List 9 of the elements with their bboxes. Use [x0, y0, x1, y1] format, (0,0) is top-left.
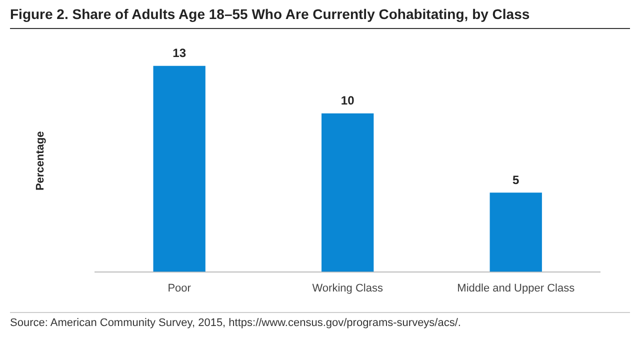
chart-title: Figure 2. Share of Adults Age 18–55 Who Are Currently Cohabitating, by Class [10, 6, 630, 29]
x-tick-label: Middle and Upper Class [457, 282, 576, 294]
source-note: Source: American Community Survey, 2015, https://www.census.gov/programs-surveys/acs/. [10, 317, 462, 329]
y-axis-title: Percentage [34, 131, 47, 191]
x-tick-label: Poor [168, 282, 192, 294]
data-label: 5 [512, 172, 520, 187]
x-tick-label: Working Class [312, 282, 384, 294]
data-label: 10 [340, 94, 355, 108]
data-label: 13 [172, 46, 186, 60]
